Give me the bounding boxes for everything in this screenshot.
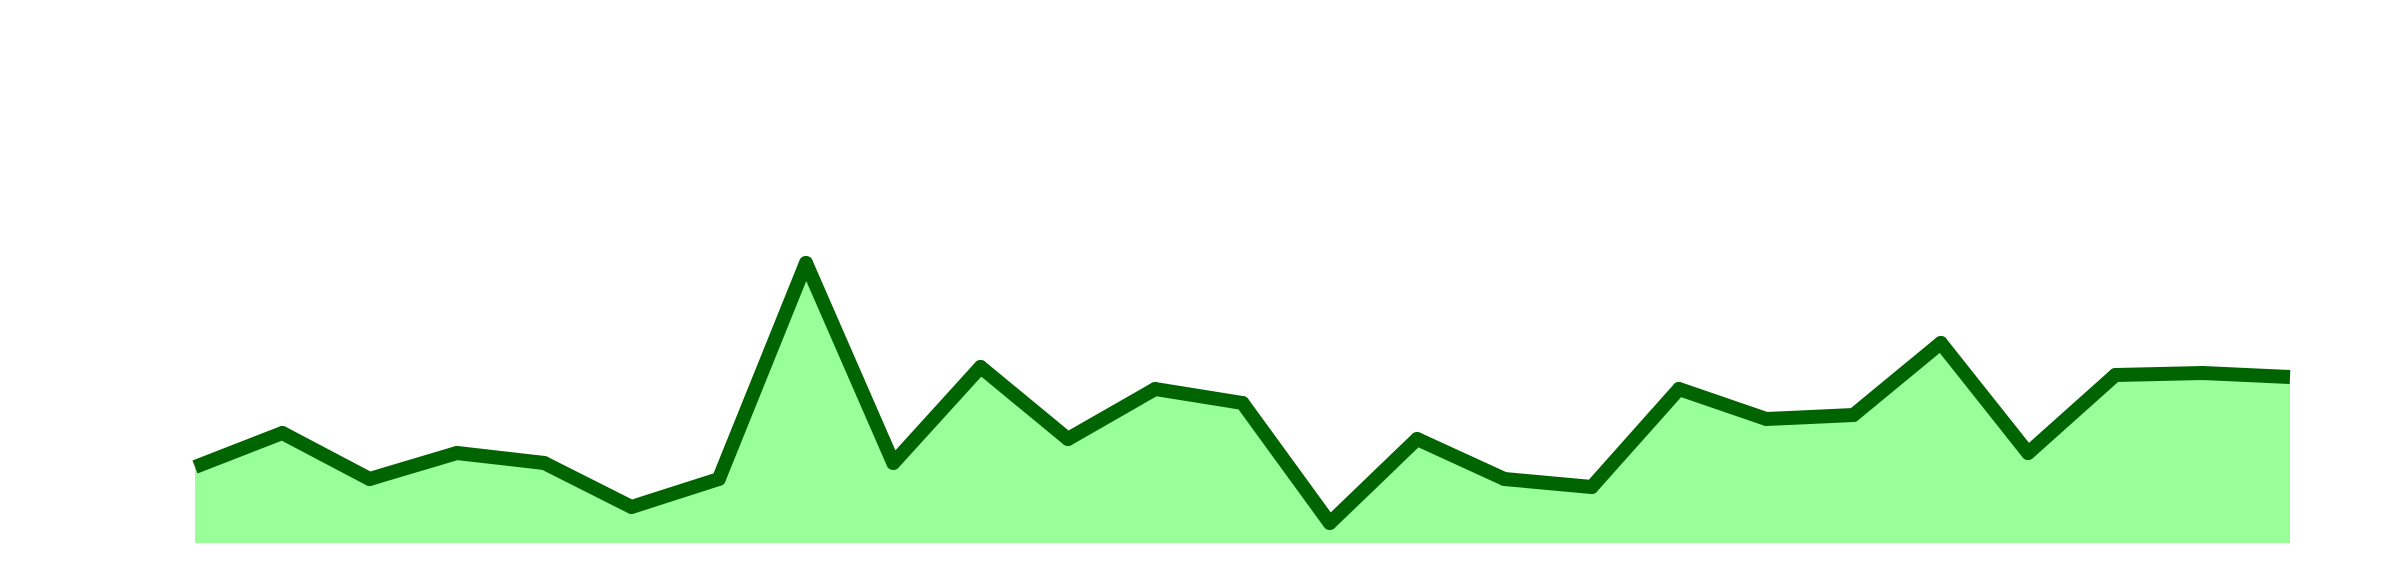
data-point <box>1060 432 1075 446</box>
data-point <box>1584 480 1599 494</box>
data-point <box>1148 382 1163 396</box>
data-point <box>362 472 377 486</box>
data-point <box>973 360 988 374</box>
data-point <box>624 500 639 514</box>
data-point <box>711 472 726 486</box>
data-point <box>1672 382 1686 396</box>
data-point <box>1410 432 1425 446</box>
data-point <box>1497 472 1512 486</box>
data-point <box>1846 408 1861 422</box>
points-layer <box>275 256 2210 530</box>
data-point <box>1759 412 1774 426</box>
data-point <box>2021 446 2036 460</box>
data-point <box>2108 368 2123 382</box>
data-point <box>275 426 290 440</box>
data-point <box>1933 336 1948 350</box>
data-point <box>1235 396 1250 410</box>
data-point <box>2195 366 2210 380</box>
data-point <box>537 456 552 470</box>
data-point <box>1322 516 1337 530</box>
data-point <box>886 456 901 470</box>
data-point <box>449 446 464 460</box>
data-point <box>799 256 813 270</box>
